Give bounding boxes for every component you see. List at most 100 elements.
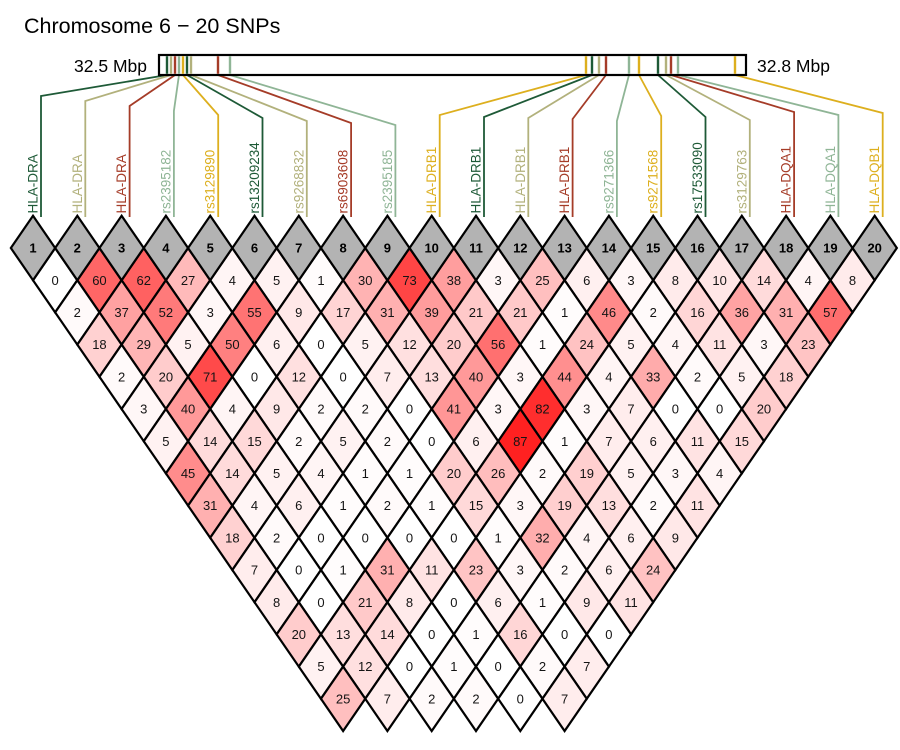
snp-header-diamond (275, 213, 323, 283)
snp-label: rs9271366 (601, 150, 616, 214)
ld-cell-value: 4 (583, 530, 590, 545)
ld-cell-value: 7 (605, 434, 612, 449)
ld-cell-value: 0 (605, 627, 612, 642)
ld-cell-value: 2 (362, 402, 369, 417)
ld-cell-value: 0 (295, 563, 302, 578)
ld-cell-value: 12 (358, 659, 372, 674)
ld-cell-value: 0 (450, 530, 457, 545)
snp-header-number: 15 (646, 241, 660, 256)
ld-cell-value: 60 (92, 273, 106, 288)
ld-cell-value: 0 (561, 627, 568, 642)
snp-header-number: 2 (74, 241, 81, 256)
ld-cell-value: 3 (583, 402, 590, 417)
snp-header-diamond (186, 213, 234, 283)
ld-cell-value: 1 (428, 498, 435, 513)
snp-header-number: 16 (690, 241, 704, 256)
ld-cell-value: 46 (602, 305, 616, 320)
ld-cell-value: 2 (295, 434, 302, 449)
snp-connector-line (40, 74, 168, 217)
ld-cell-value: 6 (605, 563, 612, 578)
ld-cell-value: 1 (539, 337, 546, 352)
ld-cell-value: 15 (735, 434, 749, 449)
ld-cell-value: 8 (849, 273, 856, 288)
ld-cell-value: 4 (672, 337, 679, 352)
ld-cell-value: 31 (380, 563, 394, 578)
ld-cell-value: 9 (583, 595, 590, 610)
ld-cell-value: 6 (273, 337, 280, 352)
ld-cell-value: 0 (406, 530, 413, 545)
ld-cell-value: 62 (137, 273, 151, 288)
snp-header-number: 5 (207, 241, 214, 256)
snp-label: rs6903608 (336, 150, 351, 214)
ld-cell-value: 1 (339, 498, 346, 513)
ld-cell-value: 2 (118, 369, 125, 384)
snp-connector-line (657, 74, 707, 217)
snp-connector-line (186, 74, 264, 217)
snp-label: rs3129763 (734, 150, 749, 214)
ld-cell-value: 3 (517, 563, 524, 578)
ld-cell-value: 41 (447, 402, 461, 417)
snp-header-diamond (851, 213, 899, 283)
ld-cell-value: 0 (317, 595, 324, 610)
ld-cell-value: 2 (539, 466, 546, 481)
ld-cell-value: 0 (428, 434, 435, 449)
ld-cell-value: 3 (207, 305, 214, 320)
ld-cell-value: 82 (535, 402, 549, 417)
snp-header-number: 18 (779, 241, 793, 256)
ld-cell-value: 3 (760, 337, 767, 352)
ld-cell-value: 12 (402, 337, 416, 352)
ld-cell-value: 2 (694, 369, 701, 384)
ld-cell-value: 11 (691, 498, 705, 513)
ld-cell-value: 20 (447, 466, 461, 481)
ld-cell-value: 5 (162, 434, 169, 449)
ld-cell-value: 7 (251, 563, 258, 578)
ld-cell-value: 14 (203, 434, 217, 449)
snp-header-number: 8 (339, 241, 346, 256)
ld-cell-value: 1 (561, 305, 568, 320)
plot-title: Chromosome 6 − 20 SNPs (24, 14, 280, 38)
snp-label: HLA-DRA (70, 154, 85, 213)
snp-label: HLA-DRB1 (469, 147, 484, 214)
ld-cell-value: 2 (428, 691, 435, 706)
ld-cell-value: 18 (92, 337, 106, 352)
snp-header-number: 12 (513, 241, 527, 256)
ld-cell-value: 3 (672, 466, 679, 481)
snp-header-number: 7 (295, 241, 302, 256)
region-end-label: 32.8 Mbp (757, 56, 830, 76)
ld-cell-value: 4 (229, 273, 236, 288)
snp-header-diamond (98, 213, 146, 283)
ld-cell-value: 4 (251, 498, 258, 513)
ld-cell-value: 1 (339, 563, 346, 578)
ld-cell-value: 9 (672, 530, 679, 545)
ld-cell-value: 1 (539, 595, 546, 610)
snp-header-diamond (9, 213, 57, 283)
ld-cell-value: 2 (472, 691, 479, 706)
snp-header-diamond (363, 213, 411, 283)
ld-cell-value: 4 (317, 466, 324, 481)
ld-cell-value: 10 (712, 273, 726, 288)
ld-cell-value: 5 (273, 466, 280, 481)
ld-cell-value: 0 (428, 627, 435, 642)
snp-header-diamond (408, 213, 456, 283)
ld-cell-value: 2 (539, 659, 546, 674)
snp-connector-line (670, 74, 795, 217)
ld-cell-value: 31 (380, 305, 394, 320)
snp-header-diamond (53, 213, 101, 283)
ld-cell-value: 4 (716, 466, 723, 481)
ld-cell-value: 14 (380, 627, 394, 642)
ld-cell (408, 664, 456, 733)
ld-cell-value: 8 (406, 595, 413, 610)
ld-cell (452, 664, 500, 733)
ld-cell-value: 12 (292, 369, 306, 384)
ld-cell-value: 57 (823, 305, 837, 320)
ld-cell-value: 2 (650, 305, 657, 320)
snp-label: HLA-DQA1 (823, 146, 838, 214)
snp-header-diamond (496, 213, 544, 283)
ld-cell-value: 38 (447, 273, 461, 288)
ld-cell-value: 6 (650, 434, 657, 449)
chromosome-tick-marks (165, 56, 737, 74)
snp-header-number: 20 (867, 241, 881, 256)
ld-cell-value: 1 (362, 466, 369, 481)
snp-connector-line (438, 74, 587, 217)
